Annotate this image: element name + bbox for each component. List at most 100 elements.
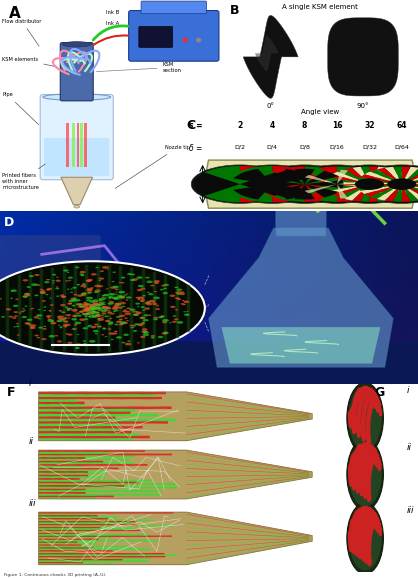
Circle shape	[118, 306, 123, 309]
Wedge shape	[352, 167, 370, 184]
Circle shape	[13, 326, 16, 327]
Circle shape	[20, 310, 25, 312]
Circle shape	[40, 291, 46, 294]
Wedge shape	[295, 184, 315, 199]
FancyBboxPatch shape	[40, 95, 113, 180]
Wedge shape	[370, 184, 413, 191]
Wedge shape	[332, 184, 370, 197]
Circle shape	[46, 289, 51, 291]
Circle shape	[87, 326, 90, 327]
Circle shape	[65, 306, 69, 308]
Polygon shape	[38, 537, 112, 539]
Circle shape	[87, 280, 90, 281]
Circle shape	[0, 261, 205, 355]
Circle shape	[31, 283, 38, 286]
Circle shape	[76, 314, 82, 317]
Circle shape	[140, 317, 146, 319]
Circle shape	[11, 290, 17, 292]
Circle shape	[75, 321, 81, 324]
Circle shape	[79, 310, 84, 313]
Circle shape	[65, 280, 69, 281]
Circle shape	[84, 313, 90, 315]
Polygon shape	[38, 480, 152, 481]
Wedge shape	[357, 184, 402, 188]
Circle shape	[47, 279, 50, 280]
Circle shape	[87, 309, 92, 312]
Circle shape	[160, 289, 164, 290]
Circle shape	[150, 337, 155, 339]
Circle shape	[113, 297, 120, 300]
Circle shape	[118, 315, 123, 317]
Circle shape	[99, 302, 102, 303]
Circle shape	[101, 317, 104, 318]
Circle shape	[69, 299, 74, 302]
Circle shape	[140, 300, 144, 302]
Circle shape	[55, 335, 58, 336]
Circle shape	[16, 325, 20, 327]
Wedge shape	[320, 166, 337, 184]
Circle shape	[88, 307, 92, 309]
Wedge shape	[292, 177, 337, 184]
Polygon shape	[38, 404, 83, 407]
Circle shape	[107, 303, 110, 305]
Circle shape	[174, 318, 178, 320]
Circle shape	[181, 303, 184, 305]
Circle shape	[112, 286, 119, 288]
Circle shape	[61, 312, 66, 313]
Circle shape	[89, 300, 95, 303]
Circle shape	[169, 322, 172, 323]
Circle shape	[138, 297, 145, 299]
Circle shape	[224, 165, 321, 203]
Circle shape	[43, 306, 47, 307]
Polygon shape	[38, 450, 145, 452]
Wedge shape	[328, 184, 370, 194]
Circle shape	[97, 325, 102, 328]
Circle shape	[45, 294, 48, 295]
Circle shape	[40, 292, 46, 294]
Circle shape	[131, 273, 135, 275]
Circle shape	[95, 290, 101, 292]
Circle shape	[110, 286, 116, 289]
Circle shape	[170, 295, 176, 297]
Circle shape	[88, 325, 92, 327]
Circle shape	[94, 324, 99, 325]
Wedge shape	[402, 177, 418, 184]
Polygon shape	[209, 228, 393, 367]
FancyBboxPatch shape	[141, 1, 206, 14]
Circle shape	[52, 282, 55, 283]
Circle shape	[143, 319, 149, 321]
Circle shape	[1, 316, 5, 318]
Polygon shape	[38, 464, 148, 466]
Wedge shape	[352, 184, 370, 202]
Polygon shape	[38, 512, 187, 565]
Wedge shape	[360, 175, 402, 184]
Circle shape	[119, 282, 122, 283]
Circle shape	[107, 328, 111, 330]
FancyBboxPatch shape	[129, 10, 219, 61]
Circle shape	[36, 314, 42, 317]
Circle shape	[83, 340, 87, 342]
Circle shape	[175, 309, 178, 310]
Circle shape	[71, 299, 77, 302]
Circle shape	[41, 338, 46, 340]
Wedge shape	[337, 184, 378, 197]
Polygon shape	[38, 412, 130, 414]
Circle shape	[99, 298, 105, 301]
Polygon shape	[38, 546, 130, 547]
Circle shape	[29, 324, 36, 327]
Circle shape	[89, 307, 94, 309]
Wedge shape	[226, 166, 272, 202]
Polygon shape	[38, 527, 100, 528]
Circle shape	[94, 312, 99, 314]
Wedge shape	[326, 177, 370, 184]
Polygon shape	[38, 551, 77, 553]
Circle shape	[109, 332, 114, 335]
Circle shape	[141, 323, 145, 324]
FancyBboxPatch shape	[44, 138, 110, 176]
Circle shape	[92, 299, 98, 302]
Text: B: B	[229, 3, 239, 17]
Circle shape	[70, 292, 73, 293]
Circle shape	[49, 298, 52, 299]
Circle shape	[135, 297, 140, 298]
Circle shape	[23, 279, 28, 281]
